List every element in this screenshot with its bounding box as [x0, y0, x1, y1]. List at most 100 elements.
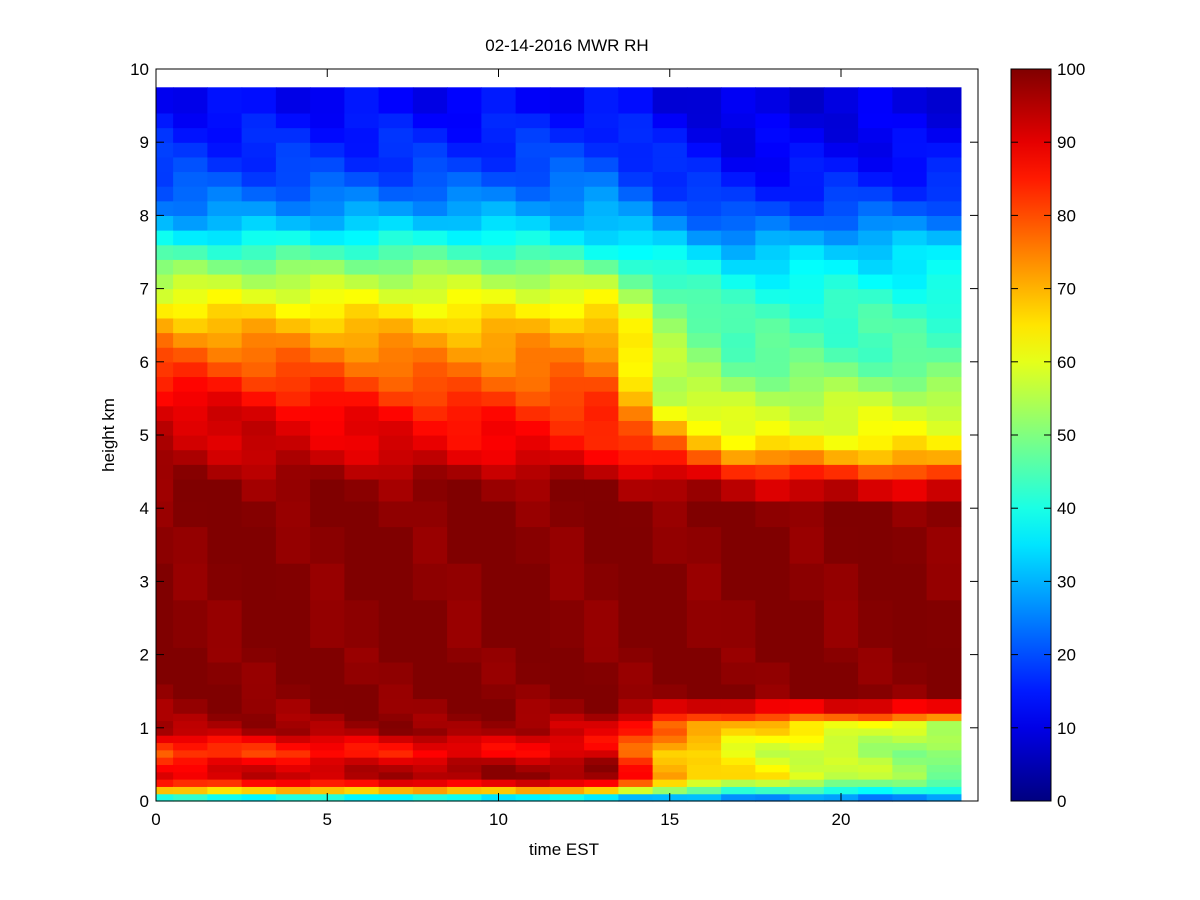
- heatmap-cell: [823, 273, 859, 290]
- heatmap-cell: [515, 771, 551, 780]
- heatmap-cell: [618, 771, 654, 780]
- heatmap-cell: [515, 273, 551, 290]
- heatmap-cell: [618, 127, 654, 143]
- heatmap-cell: [755, 526, 791, 564]
- heatmap-cell: [378, 303, 414, 319]
- heatmap-cell: [241, 727, 277, 736]
- heatmap-cell: [344, 405, 380, 421]
- heatmap-cell: [892, 779, 928, 787]
- x-tick-label: 10: [489, 810, 508, 829]
- heatmap-cell: [515, 757, 551, 765]
- heatmap-cell: [618, 683, 654, 700]
- heatmap-cell: [481, 449, 517, 465]
- heatmap-cell: [275, 786, 311, 795]
- heatmap-cell: [618, 186, 654, 202]
- heatmap-cell: [310, 786, 345, 795]
- colorbar-tick-label: 70: [1057, 280, 1076, 299]
- heatmap-cell: [241, 500, 277, 528]
- heatmap-cell: [412, 405, 448, 421]
- heatmap-cell: [310, 303, 345, 319]
- heatmap-cell: [823, 757, 859, 765]
- heatmap-cell: [378, 259, 414, 275]
- heatmap-cell: [652, 127, 688, 143]
- heatmap-cell: [858, 764, 893, 773]
- heatmap-cell: [344, 171, 380, 187]
- heatmap-cell: [412, 361, 448, 378]
- heatmap-cell: [892, 727, 928, 736]
- heatmap-cell: [241, 259, 277, 275]
- heatmap-cell: [721, 771, 756, 780]
- heatmap-cell: [584, 757, 619, 765]
- heatmap-cell: [241, 742, 277, 751]
- heatmap-cell: [789, 303, 825, 319]
- heatmap-cell: [412, 127, 448, 143]
- heatmap-cell: [926, 478, 962, 502]
- heatmap-cell: [275, 142, 311, 158]
- heatmap-cell: [926, 735, 962, 744]
- heatmap-cell: [515, 749, 551, 758]
- heatmap-cell: [173, 793, 208, 802]
- heatmap-cell: [275, 87, 311, 114]
- heatmap-cell: [892, 449, 928, 465]
- heatmap-cell: [412, 661, 448, 685]
- heatmap-cell: [823, 683, 859, 700]
- heatmap-cell: [584, 186, 619, 202]
- heatmap-cell: [344, 563, 380, 601]
- heatmap-cell: [156, 391, 174, 407]
- heatmap-cell: [378, 332, 414, 348]
- heatmap-cell: [447, 435, 482, 451]
- heatmap-cell: [686, 171, 722, 187]
- heatmap-cell: [892, 303, 928, 319]
- heatmap-cell: [447, 793, 482, 802]
- heatmap-cell: [858, 244, 893, 260]
- heatmap-cell: [275, 647, 311, 663]
- heatmap-cell: [755, 779, 791, 787]
- heatmap-cell: [926, 757, 962, 765]
- heatmap-cell: [721, 361, 756, 378]
- heatmap-cell: [378, 244, 414, 260]
- heatmap-cell: [549, 420, 585, 436]
- heatmap-cell: [618, 156, 654, 173]
- heatmap-cell: [823, 156, 859, 173]
- heatmap-cell: [241, 563, 277, 601]
- heatmap-cell: [549, 563, 585, 601]
- heatmap-cell: [275, 303, 311, 319]
- heatmap-cell: [858, 793, 893, 802]
- heatmap-cell: [892, 332, 928, 348]
- heatmap-cell: [926, 500, 962, 528]
- heatmap-cell: [378, 87, 414, 114]
- heatmap-cell: [823, 599, 859, 648]
- heatmap-cell: [481, 742, 517, 751]
- heatmap-cell: [156, 464, 174, 480]
- heatmap-cell: [156, 288, 174, 304]
- heatmap-cell: [207, 376, 243, 392]
- heatmap-cell: [156, 764, 174, 773]
- heatmap-cell: [618, 464, 654, 480]
- heatmap-cell: [241, 771, 277, 780]
- heatmap-cell: [275, 273, 311, 290]
- heatmap-cell: [584, 230, 619, 246]
- heatmap-cell: [207, 405, 243, 421]
- heatmap-cell: [892, 127, 928, 143]
- heatmap-cell: [755, 500, 791, 528]
- heatmap-cell: [823, 347, 859, 363]
- heatmap-cell: [789, 420, 825, 436]
- heatmap-cell: [447, 713, 482, 722]
- heatmap-cell: [310, 127, 345, 143]
- heatmap-cell: [892, 647, 928, 663]
- heatmap-cell: [755, 303, 791, 319]
- heatmap-cell: [858, 727, 893, 736]
- heatmap-cell: [584, 771, 619, 780]
- heatmap-cell: [823, 288, 859, 304]
- heatmap-cell: [549, 230, 585, 246]
- heatmap-cell: [515, 420, 551, 436]
- heatmap-cell: [789, 500, 825, 528]
- heatmap-cell: [378, 273, 414, 290]
- heatmap-cell: [481, 779, 517, 787]
- heatmap-cell: [275, 764, 311, 773]
- heatmap-cell: [549, 698, 585, 714]
- heatmap-cell: [652, 361, 688, 378]
- heatmap-cell: [858, 478, 893, 502]
- heatmap-cell: [156, 87, 174, 114]
- heatmap-cell: [241, 764, 277, 773]
